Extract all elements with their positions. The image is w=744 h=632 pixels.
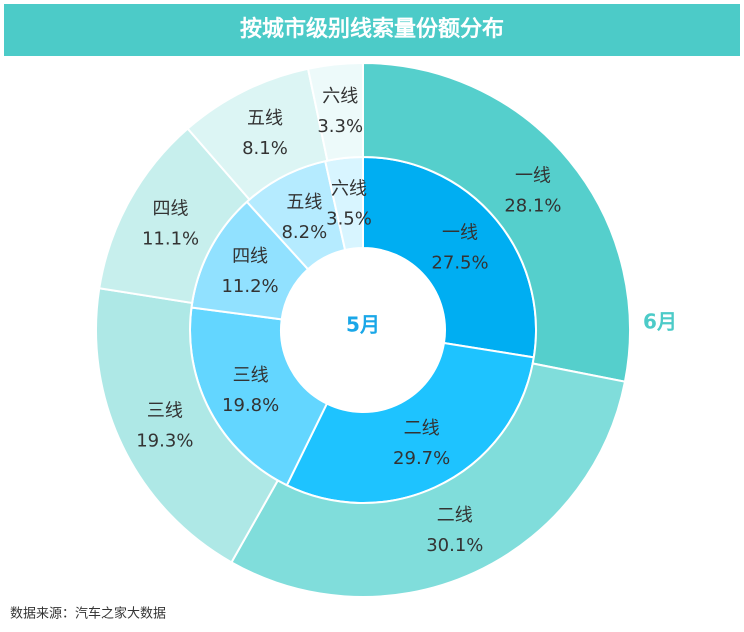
slice-category: 二线 <box>437 505 473 526</box>
slice <box>306 61 364 162</box>
slice-value: 11.1% <box>142 228 199 249</box>
slice-category: 一线 <box>442 222 478 243</box>
slice-value: 8.1% <box>242 138 288 159</box>
title-bar <box>4 4 740 56</box>
slice-value: 3.5% <box>326 208 372 229</box>
ring-label: 5月 <box>346 313 380 337</box>
slice <box>362 61 631 383</box>
slice-category: 三线 <box>233 365 269 386</box>
slice-category: 三线 <box>147 401 183 422</box>
slice-category: 四线 <box>232 246 268 267</box>
slice-value: 19.8% <box>222 395 279 416</box>
slice-category: 一线 <box>515 165 551 186</box>
slice-value: 11.2% <box>221 276 278 297</box>
ring-label: 6月 <box>643 310 677 334</box>
source-note: 数据来源：汽车之家大数据 <box>10 606 166 622</box>
slice-value: 28.1% <box>504 195 561 216</box>
slice-value: 27.5% <box>431 252 488 273</box>
chart-title: 按城市级别线索量份额分布 <box>240 16 504 42</box>
slice-value: 8.2% <box>281 222 327 243</box>
slice-category: 二线 <box>404 418 440 439</box>
slice-value: 19.3% <box>136 431 193 452</box>
slice-category: 五线 <box>247 108 283 129</box>
slice-value: 30.1% <box>426 535 483 556</box>
slice-category: 六线 <box>322 86 358 107</box>
slice-category: 四线 <box>153 198 189 219</box>
slice <box>230 362 627 598</box>
slice-value: 29.7% <box>393 448 450 469</box>
slice-value: 3.3% <box>317 116 363 137</box>
slice-category: 六线 <box>331 178 367 199</box>
slice-category: 五线 <box>286 192 322 213</box>
